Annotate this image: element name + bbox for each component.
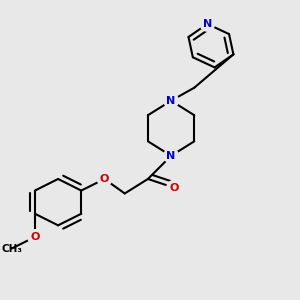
Text: O: O [169,183,179,193]
Circle shape [164,148,178,163]
Text: CH₃: CH₃ [1,244,22,254]
Circle shape [28,230,42,244]
Text: O: O [100,174,109,184]
Text: N: N [203,19,212,29]
Circle shape [200,17,214,31]
Text: N: N [167,96,176,106]
Text: N: N [167,151,176,161]
Circle shape [97,172,112,186]
Circle shape [164,94,178,108]
Circle shape [167,180,181,195]
Text: O: O [30,232,40,242]
